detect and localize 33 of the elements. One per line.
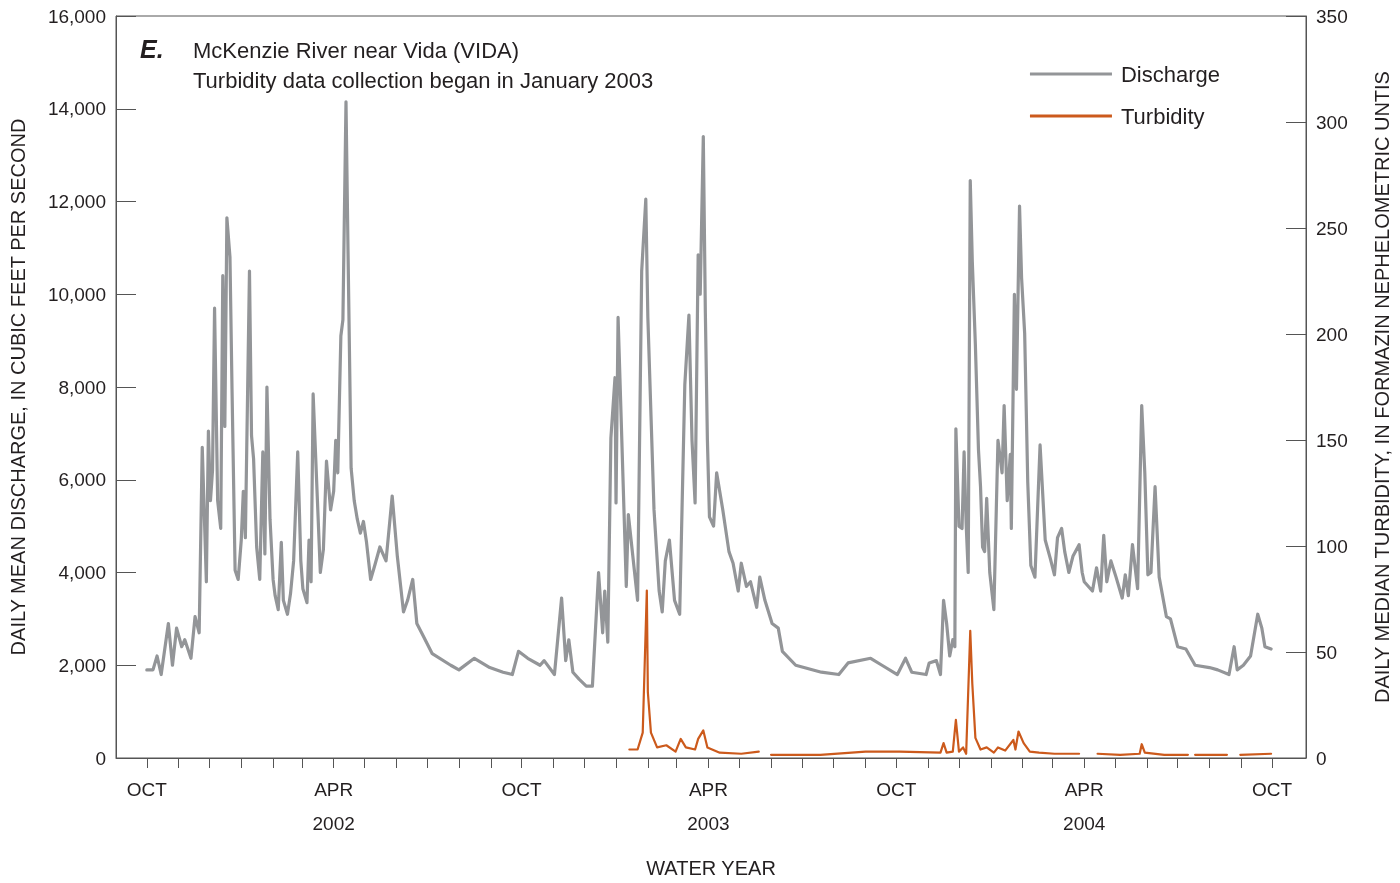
y-tick-label: 16,000 [47, 5, 106, 27]
y-tick-label: 14,000 [47, 98, 106, 120]
y-tick-label: 8,000 [58, 376, 106, 398]
text: McKenzie River near Vida (VIDA) [193, 37, 520, 63]
y2-tick-label: 0 [1316, 747, 1327, 769]
x-tick-label: APR 2004 [1063, 778, 1106, 834]
y2-tick-label: 50 [1316, 641, 1338, 663]
y2-axis-title: DAILY MEDIAN TURBIDITY, IN FORMAZIN NEPHELOMETRIC UNTIS [1371, 71, 1393, 703]
x-tick-label: OCT [876, 778, 917, 800]
y-tick-label: 0 [95, 747, 106, 769]
y-axis-title: DAILY MEAN DISCHARGE, IN CUBIC FEET PER SECOND [7, 118, 29, 656]
y2-tick-label: 150 [1316, 429, 1348, 451]
text: Turbidity data collection began in January 2003 [193, 67, 654, 93]
line-series [145, 100, 1273, 688]
y-tick-label: 12,000 [47, 191, 106, 212]
y-tick-label: 2,000 [58, 654, 106, 676]
y-tick-label: 4,000 [58, 562, 106, 583]
x-tick-label: OCT [501, 778, 543, 800]
x-tick-label: OCT [126, 778, 168, 800]
y2-tick-label: 200 [1316, 323, 1348, 345]
legend-label: Discharge [1120, 61, 1220, 87]
annotation: E. [140, 34, 164, 63]
y-tick-label: 6,000 [58, 469, 106, 491]
y2-tick-label: 100 [1316, 535, 1348, 557]
y-tick-label: 10,000 [47, 283, 106, 305]
legend-label: Turbidity [1120, 103, 1205, 129]
y2-tick-label: 250 [1316, 217, 1348, 239]
y2-tick-label: 300 [1316, 111, 1348, 133]
y2-tick-label: 350 [1316, 5, 1348, 27]
x-tick-label: OCT [1252, 778, 1293, 800]
x-axis-title: WATER YEAR [646, 857, 776, 879]
x-tick-label: APR 2003 [687, 778, 730, 834]
x-tick-label: APR 2002 [312, 778, 355, 834]
